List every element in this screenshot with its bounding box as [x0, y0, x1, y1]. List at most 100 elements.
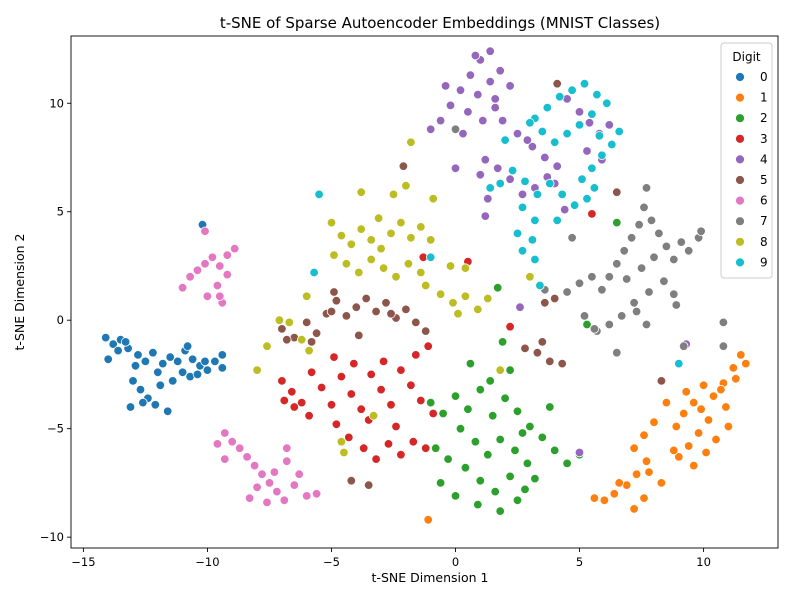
point-digit-2 — [517, 428, 528, 438]
point-digit-2 — [495, 506, 505, 516]
point-digit-2 — [443, 454, 453, 464]
point-digit-6 — [289, 480, 300, 490]
point-digit-3 — [391, 421, 401, 432]
point-digit-4 — [574, 447, 585, 458]
point-digit-2 — [530, 473, 540, 484]
point-digit-4 — [604, 120, 615, 130]
point-digit-9 — [535, 280, 545, 291]
legend-label-digit-0: 0 — [760, 70, 768, 84]
point-digit-3 — [336, 371, 347, 382]
point-digit-4 — [465, 70, 476, 80]
y-tick-label: 5 — [57, 205, 64, 219]
point-digit-0 — [148, 348, 158, 358]
series-digit-9 — [309, 78, 684, 369]
point-digit-5 — [282, 335, 292, 345]
legend-label-digit-3: 3 — [760, 132, 768, 146]
point-digit-2 — [450, 491, 461, 501]
point-digit-2 — [426, 397, 436, 408]
point-digit-4 — [527, 141, 538, 152]
legend-label-digit-8: 8 — [760, 235, 768, 249]
point-digit-9 — [594, 131, 605, 141]
point-digit-5 — [354, 330, 364, 341]
x-tick-label: −10 — [195, 555, 219, 569]
point-digit-0 — [172, 356, 183, 367]
point-digit-6 — [249, 460, 260, 471]
point-digit-1 — [736, 350, 746, 360]
legend-title: Digit — [732, 50, 761, 64]
point-digit-7 — [587, 272, 597, 282]
point-digit-2 — [463, 404, 473, 414]
point-digit-7 — [641, 183, 652, 193]
point-digit-4 — [440, 81, 451, 91]
series-digit-8 — [252, 137, 535, 458]
point-digit-6 — [234, 443, 245, 453]
point-digit-2 — [485, 376, 495, 386]
point-digit-8 — [373, 213, 384, 223]
point-digit-1 — [671, 421, 682, 432]
point-digit-1 — [681, 387, 691, 397]
point-digit-7 — [646, 215, 657, 226]
point-digit-0 — [155, 380, 166, 391]
point-digit-5 — [398, 161, 409, 171]
point-digit-4 — [485, 46, 495, 56]
point-digit-9 — [314, 189, 324, 200]
point-digit-1 — [639, 493, 649, 503]
point-digit-0 — [217, 350, 228, 360]
point-digit-3 — [356, 404, 366, 414]
point-digit-8 — [376, 243, 386, 254]
point-digit-8 — [460, 263, 471, 273]
x-tick-label: −15 — [71, 555, 95, 569]
point-digit-2 — [460, 463, 471, 473]
point-digit-3 — [396, 365, 406, 375]
point-digit-5 — [545, 356, 555, 367]
point-digit-1 — [649, 417, 659, 427]
point-digit-5 — [550, 293, 560, 304]
point-digit-8 — [391, 272, 401, 282]
point-digit-3 — [505, 322, 515, 332]
point-digit-4 — [560, 204, 570, 215]
point-digit-9 — [426, 252, 436, 262]
point-digit-5 — [306, 337, 317, 347]
point-digit-9 — [532, 189, 543, 200]
point-digit-8 — [388, 189, 399, 200]
point-digit-5 — [381, 298, 391, 308]
point-digit-6 — [222, 250, 233, 260]
point-digit-2 — [510, 445, 520, 456]
point-digit-0 — [108, 339, 118, 349]
series-digit-3 — [277, 209, 597, 464]
point-digit-0 — [120, 337, 131, 347]
point-digit-5 — [326, 306, 337, 317]
point-digit-2 — [475, 384, 486, 395]
point-digit-2 — [490, 486, 500, 497]
point-digit-7 — [597, 285, 607, 295]
point-digit-4 — [483, 193, 493, 204]
point-digit-1 — [721, 402, 731, 412]
point-digit-1 — [629, 504, 639, 514]
point-digit-7 — [676, 237, 687, 247]
point-digit-4 — [426, 124, 436, 135]
point-digit-5 — [364, 480, 374, 490]
legend-marker-digit-2 — [735, 113, 745, 124]
point-digit-2 — [582, 319, 592, 330]
point-digit-6 — [282, 456, 292, 466]
point-digit-1 — [656, 478, 667, 488]
point-digit-9 — [517, 202, 528, 213]
point-digit-3 — [349, 358, 359, 369]
point-digit-9 — [592, 89, 602, 100]
point-digit-8 — [435, 289, 446, 299]
point-digit-6 — [311, 489, 322, 499]
point-digit-4 — [475, 170, 486, 180]
point-digit-6 — [294, 469, 304, 479]
point-digit-5 — [540, 298, 550, 308]
point-digit-5 — [552, 78, 562, 89]
point-digit-2 — [612, 217, 622, 228]
point-digit-1 — [711, 434, 721, 445]
point-digit-3 — [408, 437, 419, 447]
point-digit-7 — [639, 202, 649, 213]
point-digit-2 — [512, 406, 523, 417]
point-digit-2 — [525, 421, 535, 432]
point-digit-2 — [488, 411, 498, 421]
point-digit-1 — [723, 421, 734, 432]
point-digit-0 — [187, 354, 198, 365]
